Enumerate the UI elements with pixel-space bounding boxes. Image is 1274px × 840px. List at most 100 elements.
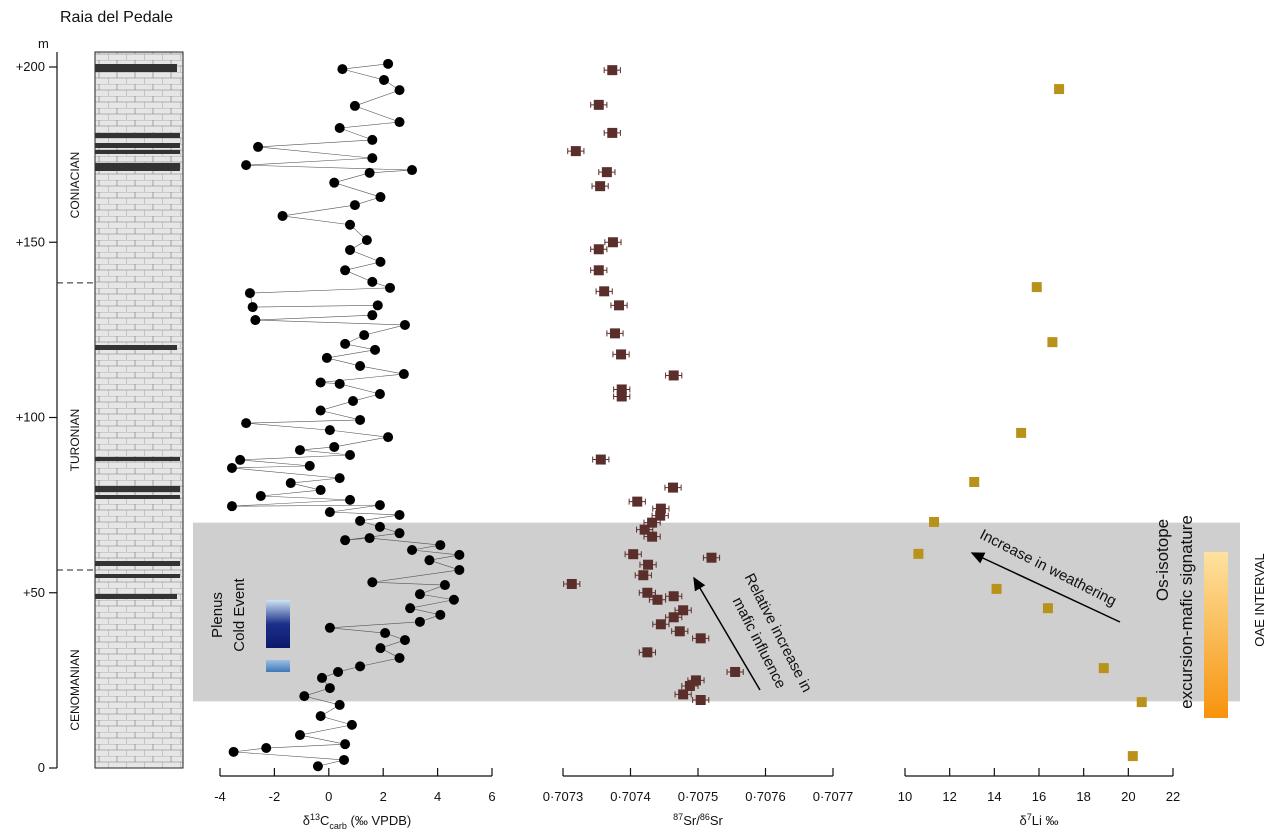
point [348,396,358,406]
point [367,135,377,145]
point [241,160,251,170]
point [669,591,679,601]
point [383,59,393,69]
point [405,603,415,613]
y-tick-label: +50 [23,585,45,600]
point [1128,751,1138,761]
point [424,555,434,565]
point [399,369,409,379]
point [355,361,365,371]
point [373,300,383,310]
point [696,695,706,705]
point [278,211,288,221]
point [325,623,335,633]
point [335,123,345,133]
point [913,549,923,559]
point [643,560,653,570]
point [454,565,464,575]
oae-label: OAE INTERVAL [1252,553,1267,646]
point [642,647,652,657]
point [614,300,624,310]
point [322,353,332,363]
point [370,345,380,355]
point [347,720,357,730]
point [367,277,377,287]
point [594,265,604,275]
point [248,302,258,312]
point [229,747,239,757]
title: Raia del Pedale [60,9,173,26]
point [362,235,372,245]
point [407,545,417,555]
point [1032,282,1042,292]
point [380,628,390,638]
point [415,589,425,599]
point [669,370,679,380]
point [596,455,606,465]
point [678,605,688,615]
point [594,244,604,254]
point [256,491,266,501]
plenus-bar [266,600,290,648]
point [227,463,237,473]
point [340,339,350,349]
point [253,142,263,152]
x-tick-label: 22 [1166,789,1180,804]
stage-label: CONIACIAN [68,152,82,219]
point [375,257,385,267]
point [678,689,688,699]
point [1016,428,1026,438]
point [339,755,349,765]
point [295,730,305,740]
point [669,612,679,622]
point [355,516,365,526]
point [395,117,405,127]
point [325,683,335,693]
x-axis-label: δ13Ccarb (‰ VPDB) [303,812,411,831]
point [355,415,365,425]
x-tick-label: -4 [214,789,226,804]
point [730,667,740,677]
point [668,483,678,493]
x-tick-label: 10 [898,789,912,804]
x-axis-label: 87Sr/86Sr [673,812,723,828]
x-tick-label: 0·7077 [813,789,853,804]
point [340,535,350,545]
y-unit: m [38,36,49,51]
y-tick-label: +150 [16,234,45,249]
point [345,450,355,460]
point [329,178,339,188]
point [628,549,638,559]
figure: Raia del Pedale m 0+50+100+150+200CONIAC… [0,0,1274,835]
point [440,580,450,590]
point [333,667,343,677]
point [316,377,326,387]
point [359,330,369,340]
point [375,500,385,510]
point [599,286,609,296]
point [335,379,345,389]
point [316,711,326,721]
point [567,579,577,589]
point [400,635,410,645]
point [227,501,237,511]
point [340,265,350,275]
point [594,100,604,110]
side-label: excursion-mafic signature [1177,515,1196,709]
point [653,595,663,605]
os-bar [1204,552,1228,718]
x-axis-label: δ7Li ‰ [1020,812,1059,828]
point [435,540,445,550]
point [675,626,685,636]
x-tick-label: 0·7073 [543,789,583,804]
point [435,610,445,620]
point [571,146,581,156]
point [367,153,377,163]
x-tick-label: 12 [942,789,956,804]
point [385,283,395,293]
point [379,75,389,85]
annotation: Cold Event [231,577,248,651]
point [335,473,345,483]
point [647,532,657,542]
point [992,584,1002,594]
